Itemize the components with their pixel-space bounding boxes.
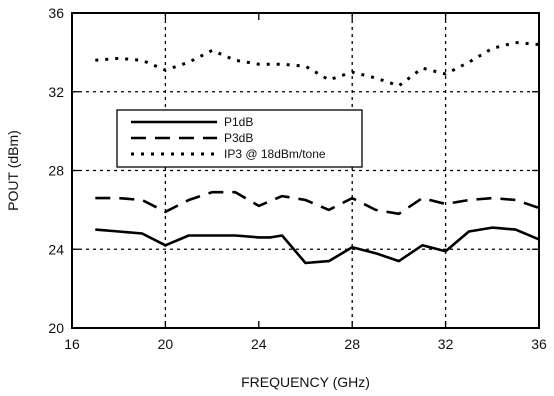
series-line-p1db (95, 226, 540, 265)
x-tick-label-16: 16 (64, 336, 80, 352)
y-tick-label-20: 20 (48, 320, 64, 336)
legend: P1dB P3dB IP3 @ 18dBm/tone (116, 109, 363, 168)
series-line-ip3-18dbm-tone (95, 41, 540, 88)
x-tick-label-20: 20 (158, 336, 174, 352)
series-layer (95, 41, 540, 265)
legend-label-p3db: P3dB (224, 131, 253, 145)
axis-ticks (71, 12, 540, 329)
y-axis-title: POUT (dBm) (5, 130, 21, 211)
y-tick-label-32: 32 (48, 84, 64, 100)
legend-label-p1db: P1dB (224, 115, 253, 129)
y-tick-label-28: 28 (48, 163, 64, 179)
x-tick-label-28: 28 (344, 336, 360, 352)
y-tick-label-36: 36 (48, 5, 64, 21)
x-tick-label-36: 36 (531, 336, 547, 352)
x-tick-label-32: 32 (438, 336, 454, 352)
x-axis-title: FREQUENCY (GHz) (241, 374, 370, 390)
legend-box (116, 109, 363, 168)
grid-lines (72, 13, 539, 328)
y-tick-label-24: 24 (48, 241, 64, 257)
series-line-p3db (95, 190, 540, 216)
x-tick-label-24: 24 (251, 336, 267, 352)
legend-label-ip3: IP3 @ 18dBm/tone (224, 147, 326, 161)
